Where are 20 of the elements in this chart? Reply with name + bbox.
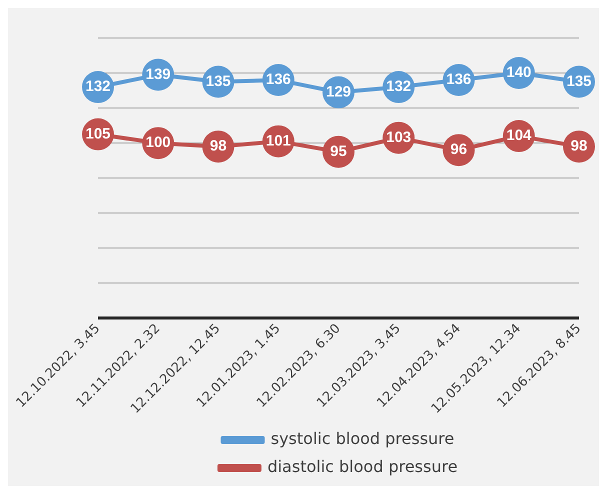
data-label: 136 xyxy=(266,71,291,88)
data-label: 136 xyxy=(446,71,472,88)
data-label: 135 xyxy=(566,72,592,90)
data-label: 104 xyxy=(506,127,532,144)
data-label: 103 xyxy=(386,128,412,146)
data-label: 96 xyxy=(450,141,468,158)
data-label: 132 xyxy=(85,78,111,96)
data-label: 105 xyxy=(85,125,111,142)
data-label: 132 xyxy=(386,78,412,96)
data-label: 101 xyxy=(266,132,291,150)
data-label: 135 xyxy=(206,72,231,90)
data-label: 140 xyxy=(506,64,532,82)
data-label: 129 xyxy=(326,83,352,100)
data-label: 95 xyxy=(330,142,347,160)
legend-label: diastolic blood pressure xyxy=(267,457,458,476)
legend-label: systolic blood pressure xyxy=(270,429,454,448)
data-label: 98 xyxy=(570,138,588,155)
data-label: 139 xyxy=(146,66,171,83)
data-label: 98 xyxy=(210,138,227,155)
data-label: 100 xyxy=(146,134,171,152)
